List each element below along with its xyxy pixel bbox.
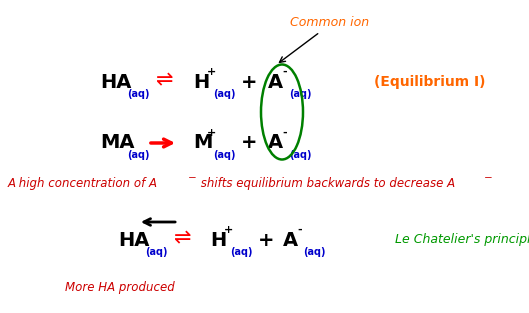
Text: +: +: [258, 230, 274, 249]
Text: (aq): (aq): [303, 247, 325, 257]
Text: More HA produced: More HA produced: [65, 280, 175, 294]
Text: −: −: [484, 173, 492, 183]
Text: −: −: [188, 173, 197, 183]
Text: (aq): (aq): [127, 150, 150, 160]
Text: -: -: [282, 128, 287, 138]
Text: H: H: [210, 230, 226, 249]
Text: HA: HA: [118, 230, 149, 249]
Text: +: +: [224, 225, 233, 235]
Text: Common ion: Common ion: [290, 16, 370, 28]
Text: -: -: [282, 67, 287, 77]
Text: shifts equilibrium backwards to decrease A: shifts equilibrium backwards to decrease…: [197, 177, 455, 189]
Text: (aq): (aq): [145, 247, 168, 257]
Text: +: +: [241, 73, 257, 91]
Text: HA: HA: [100, 73, 131, 91]
Text: H: H: [193, 73, 209, 91]
Text: +: +: [207, 128, 216, 138]
Text: (aq): (aq): [213, 150, 235, 160]
Text: (aq): (aq): [230, 247, 252, 257]
Text: (aq): (aq): [127, 89, 150, 99]
Text: +: +: [207, 67, 216, 77]
Text: A: A: [283, 230, 298, 249]
Text: (aq): (aq): [289, 150, 312, 160]
Text: Le Chatelier's principle: Le Chatelier's principle: [395, 233, 529, 247]
Text: (aq): (aq): [289, 89, 312, 99]
Text: +: +: [241, 134, 257, 152]
Text: MA: MA: [100, 134, 134, 152]
Text: -: -: [297, 225, 302, 235]
Text: $\rightleftharpoons$: $\rightleftharpoons$: [169, 228, 191, 248]
Text: M: M: [193, 134, 212, 152]
Text: A high concentration of A: A high concentration of A: [8, 177, 158, 189]
Text: A: A: [268, 73, 283, 91]
Text: A: A: [268, 134, 283, 152]
Text: $\rightleftharpoons$: $\rightleftharpoons$: [151, 70, 174, 90]
Text: (Equilibrium I): (Equilibrium I): [374, 75, 486, 89]
Text: (aq): (aq): [213, 89, 235, 99]
